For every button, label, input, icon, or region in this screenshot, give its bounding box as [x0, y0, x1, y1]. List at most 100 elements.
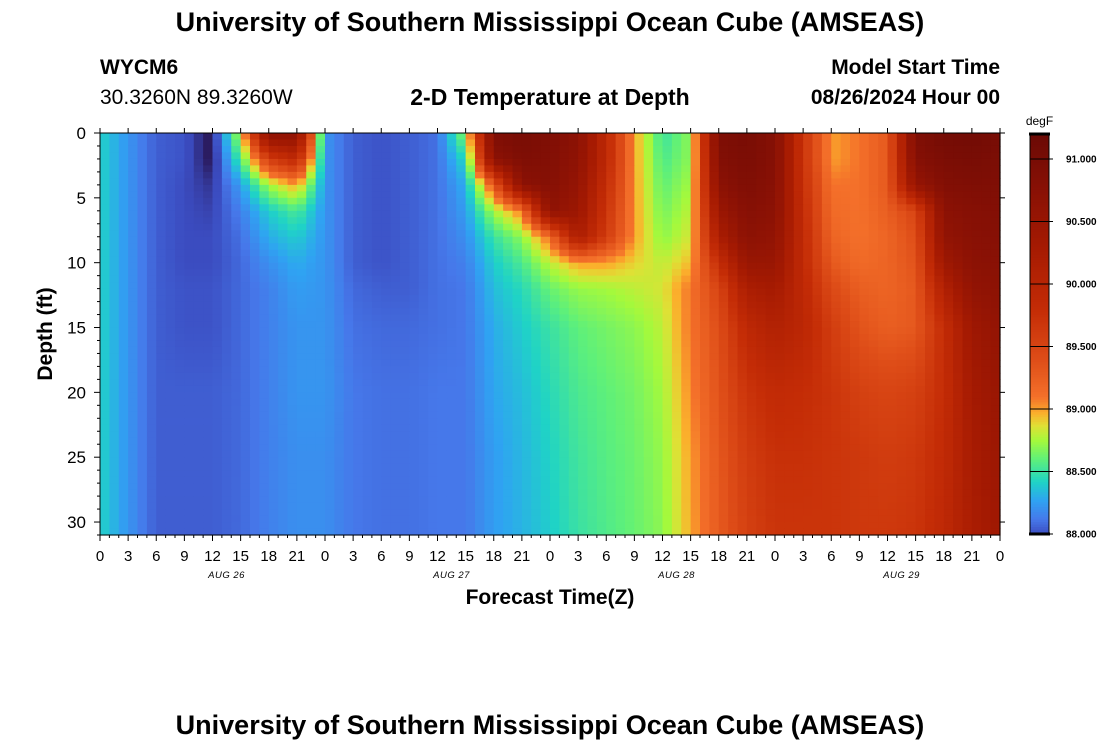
heatmap-cell	[475, 152, 485, 160]
heatmap-cell	[906, 418, 917, 426]
heatmap-cell	[887, 171, 898, 179]
heatmap-cell	[606, 424, 617, 432]
heatmap-cell	[437, 249, 448, 257]
heatmap-cell	[821, 340, 832, 348]
heatmap-cell	[765, 424, 776, 432]
heatmap-cell	[812, 262, 823, 270]
heatmap-cell	[962, 152, 973, 160]
heatmap-cell	[400, 262, 410, 270]
heatmap-cell	[859, 353, 870, 361]
heatmap-cell	[175, 411, 185, 419]
heatmap-cell	[596, 145, 607, 154]
heatmap-cell	[353, 437, 364, 445]
heatmap-cell	[278, 411, 289, 419]
heatmap-cell	[390, 269, 401, 277]
heatmap-cell	[953, 379, 964, 387]
heatmap-cell	[878, 171, 889, 179]
heatmap-cell	[559, 275, 570, 283]
heatmap-cell	[446, 262, 457, 270]
heatmap-cell	[840, 288, 851, 296]
heatmap-cell	[943, 269, 954, 277]
heatmap-cell	[456, 191, 467, 199]
heatmap-cell	[146, 275, 157, 283]
heatmap-cell	[296, 230, 307, 238]
heatmap-cell	[446, 165, 457, 173]
heatmap-cell	[728, 379, 739, 387]
heatmap-cell	[146, 171, 157, 179]
heatmap-cell	[250, 353, 260, 361]
heatmap-cell	[878, 249, 889, 257]
heatmap-cell	[193, 437, 204, 445]
heatmap-cell	[428, 204, 439, 212]
heatmap-cell	[578, 359, 589, 368]
heatmap-cell	[775, 210, 785, 218]
heatmap-cell	[578, 431, 589, 439]
heatmap-cell	[531, 418, 542, 426]
heatmap-cell	[353, 243, 364, 251]
heatmap-cell	[925, 236, 935, 244]
heatmap-cell	[175, 450, 185, 458]
heatmap-cell	[643, 139, 654, 147]
heatmap-cell	[296, 457, 307, 465]
heatmap-cell	[203, 424, 214, 432]
heatmap-cell	[118, 346, 129, 355]
heatmap-cell	[362, 334, 373, 342]
heatmap-cell	[287, 197, 298, 205]
heatmap-cell	[268, 223, 279, 231]
heatmap-cell	[700, 230, 710, 238]
heatmap-cell	[484, 450, 495, 458]
heatmap-cell	[981, 217, 992, 225]
heatmap-cell	[784, 327, 795, 335]
heatmap-cell	[306, 437, 317, 445]
heatmap-cell	[484, 262, 495, 270]
heatmap-cell	[390, 418, 401, 426]
heatmap-cell	[971, 405, 982, 413]
heatmap-cell	[418, 275, 429, 283]
heatmap-cell	[109, 334, 120, 342]
heatmap-cell	[221, 424, 232, 432]
heatmap-cell	[568, 405, 579, 413]
heatmap-cell	[943, 288, 954, 296]
heatmap-cell	[165, 321, 176, 329]
heatmap-cell	[953, 418, 964, 426]
heatmap-cell	[409, 223, 420, 231]
heatmap-cell	[371, 385, 382, 393]
heatmap-cell	[859, 295, 870, 303]
heatmap-cell	[690, 275, 701, 283]
heatmap-cell	[606, 165, 617, 173]
heatmap-cell	[756, 301, 767, 309]
heatmap-cell	[709, 197, 720, 205]
heatmap-cell	[231, 346, 242, 355]
heatmap-cell	[868, 314, 879, 322]
heatmap-cell	[250, 308, 260, 316]
heatmap-cell	[493, 191, 504, 199]
heatmap-cell	[925, 372, 935, 380]
heatmap-cell	[484, 424, 495, 432]
heatmap-cell	[146, 379, 157, 387]
heatmap-cell	[831, 463, 842, 471]
heatmap-cell	[634, 210, 645, 218]
heatmap-cell	[765, 405, 776, 413]
heatmap-cell	[634, 301, 645, 309]
heatmap-cell	[456, 327, 467, 335]
heatmap-cell	[718, 282, 729, 290]
heatmap-cell	[971, 444, 982, 452]
heatmap-cell	[896, 321, 907, 329]
heatmap-cell	[287, 282, 298, 290]
heatmap-cell	[850, 334, 860, 342]
heatmap-cell	[709, 424, 720, 432]
heatmap-cell	[728, 418, 739, 426]
heatmap-cell	[821, 321, 832, 329]
heatmap-cell	[859, 223, 870, 231]
heatmap-cell	[409, 282, 420, 290]
heatmap-cell	[578, 437, 589, 445]
heatmap-cell	[775, 405, 785, 413]
heatmap-cell	[643, 249, 654, 257]
heatmap-cell	[268, 334, 279, 342]
heatmap-cell	[587, 463, 598, 471]
heatmap-cell	[887, 223, 898, 231]
heatmap-cell	[296, 418, 307, 426]
heatmap-cell	[840, 223, 851, 231]
heatmap-cell	[840, 256, 851, 264]
heatmap-cell	[887, 392, 898, 400]
